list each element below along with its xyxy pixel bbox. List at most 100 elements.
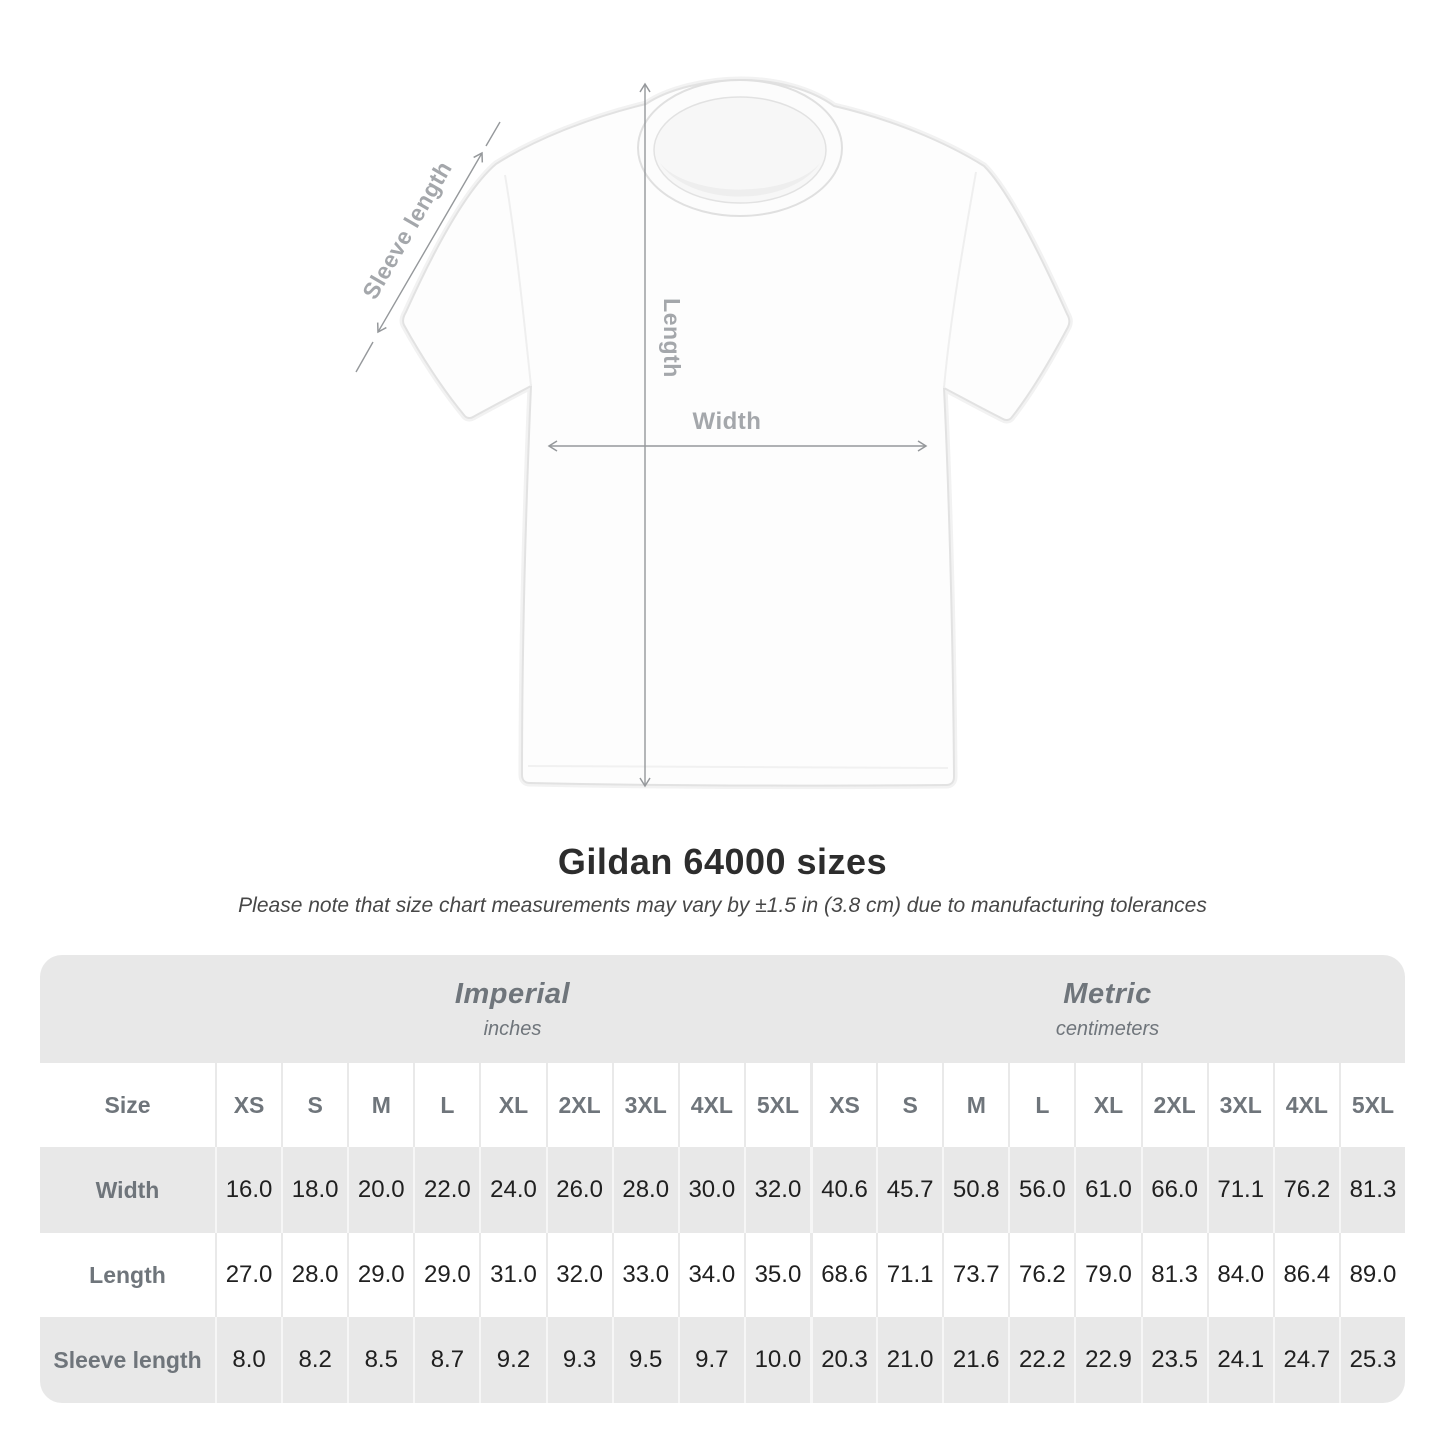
col-header: 5XL xyxy=(1338,1063,1405,1147)
hem-stitch xyxy=(527,765,949,769)
col-header: XS xyxy=(215,1063,281,1147)
table-cell: 9.2 xyxy=(479,1317,546,1403)
sleeve-dimension-line xyxy=(376,151,484,334)
table-cell: 32.0 xyxy=(545,1233,612,1317)
col-header: S xyxy=(876,1063,942,1147)
table-cell: 25.3 xyxy=(1338,1317,1405,1403)
col-header: M xyxy=(347,1063,413,1147)
table-cell: 28.0 xyxy=(281,1233,347,1317)
table-cell: 18.0 xyxy=(281,1147,348,1233)
table-cell: 86.4 xyxy=(1272,1233,1339,1317)
table-cell: 76.2 xyxy=(1008,1233,1074,1317)
table-cell: 22.9 xyxy=(1074,1317,1141,1403)
table-cell: 23.5 xyxy=(1140,1317,1207,1403)
table-cell: 79.0 xyxy=(1074,1233,1140,1317)
tolerance-note: Please note that size chart measurements… xyxy=(238,894,1207,917)
table-cell: 24.7 xyxy=(1272,1317,1339,1403)
table-cell: 9.3 xyxy=(545,1317,612,1403)
metric-section-header: Metric centimeters xyxy=(810,955,1405,1063)
table-cell: 56.0 xyxy=(1008,1147,1075,1233)
col-header: M xyxy=(942,1063,1008,1147)
table-cell: 71.1 xyxy=(876,1233,942,1317)
col-header: 4XL xyxy=(1272,1063,1339,1147)
sleeve-extension-bottom xyxy=(355,341,374,373)
table-cell: 26.0 xyxy=(545,1147,612,1233)
collar-inner-shadow xyxy=(660,163,820,197)
table-cell: 84.0 xyxy=(1206,1233,1273,1317)
left-sleeve-seam xyxy=(504,174,532,387)
table-cell: 73.7 xyxy=(942,1233,1008,1317)
table-cell: 68.6 xyxy=(810,1233,876,1317)
table-cell: 20.0 xyxy=(347,1147,414,1233)
table-cell: 45.7 xyxy=(876,1147,943,1233)
imperial-title: Imperial xyxy=(454,977,571,1010)
row-label-width: Width xyxy=(40,1147,215,1233)
band-corner xyxy=(40,955,215,1063)
table-cell: 8.2 xyxy=(281,1317,348,1403)
metric-title: Metric xyxy=(1063,977,1152,1010)
table-cell: 29.0 xyxy=(347,1233,413,1317)
table-cell: 34.0 xyxy=(677,1233,744,1317)
table-cell: 30.0 xyxy=(677,1147,744,1233)
width-dimension-label: Width xyxy=(693,408,762,435)
table-cell: 8.0 xyxy=(215,1317,282,1403)
size-header: Size xyxy=(104,1091,151,1118)
sleeve-extension-top xyxy=(485,121,501,147)
imperial-unit: inches xyxy=(483,1017,542,1040)
table-cell: 20.3 xyxy=(810,1317,877,1403)
right-sleeve-seam xyxy=(943,171,977,389)
row-label-sleeve: Sleeve length xyxy=(40,1317,215,1403)
imperial-section-header: Imperial inches xyxy=(215,955,810,1063)
table-cell: 21.0 xyxy=(876,1317,943,1403)
title-block: Gildan 64000 sizes Please note that size… xyxy=(0,841,1445,918)
table-cell: 89.0 xyxy=(1338,1233,1405,1317)
table-cell: 50.8 xyxy=(942,1147,1009,1233)
collar-opening xyxy=(653,96,827,204)
col-header: L xyxy=(1008,1063,1074,1147)
table-cell: 31.0 xyxy=(479,1233,545,1317)
size-table: Imperial inches Metric centimeters Size … xyxy=(40,955,1405,1403)
table-cell: 29.0 xyxy=(413,1233,479,1317)
table-cell: 10.0 xyxy=(743,1317,810,1403)
table-cell: 8.5 xyxy=(347,1317,414,1403)
col-header: S xyxy=(281,1063,347,1147)
table-cell: 28.0 xyxy=(611,1147,678,1233)
col-header: 2XL xyxy=(1140,1063,1207,1147)
table-cell: 8.7 xyxy=(413,1317,480,1403)
tshirt-outline xyxy=(401,78,1071,787)
col-header: XL xyxy=(1074,1063,1140,1147)
page-title: Gildan 64000 sizes xyxy=(557,841,888,882)
table-cell: 61.0 xyxy=(1074,1147,1141,1233)
table-cell: 22.2 xyxy=(1008,1317,1075,1403)
table-cell: 22.0 xyxy=(413,1147,480,1233)
table-cell: 16.0 xyxy=(215,1147,282,1233)
table-cell: 81.3 xyxy=(1140,1233,1207,1317)
table-cell: 40.6 xyxy=(810,1147,877,1233)
col-header: 4XL xyxy=(677,1063,744,1147)
length-dimension-label: Length xyxy=(659,298,685,378)
row-label-length: Length xyxy=(89,1261,166,1288)
metric-unit: centimeters xyxy=(1055,1017,1160,1040)
tshirt-diagram: Length Width Sleeve length xyxy=(355,76,1073,790)
table-cell: 24.1 xyxy=(1206,1317,1273,1403)
table-cell: 33.0 xyxy=(611,1233,678,1317)
col-header: 3XL xyxy=(611,1063,678,1147)
col-header: XL xyxy=(479,1063,545,1147)
col-header: XS xyxy=(810,1063,876,1147)
table-cell: 24.0 xyxy=(479,1147,546,1233)
table-cell: 71.1 xyxy=(1206,1147,1273,1233)
table-cell: 32.0 xyxy=(743,1147,810,1233)
table-cell: 9.7 xyxy=(677,1317,744,1403)
col-header: 2XL xyxy=(545,1063,612,1147)
table-cell: 21.6 xyxy=(942,1317,1009,1403)
col-header: 3XL xyxy=(1206,1063,1273,1147)
table-cell: 66.0 xyxy=(1140,1147,1207,1233)
table-cell: 81.3 xyxy=(1338,1147,1405,1233)
table-cell: 9.5 xyxy=(611,1317,678,1403)
table-cell: 35.0 xyxy=(743,1233,810,1317)
table-cell: 76.2 xyxy=(1272,1147,1339,1233)
col-header: L xyxy=(413,1063,479,1147)
col-header: 5XL xyxy=(743,1063,810,1147)
table-cell: 27.0 xyxy=(215,1233,281,1317)
